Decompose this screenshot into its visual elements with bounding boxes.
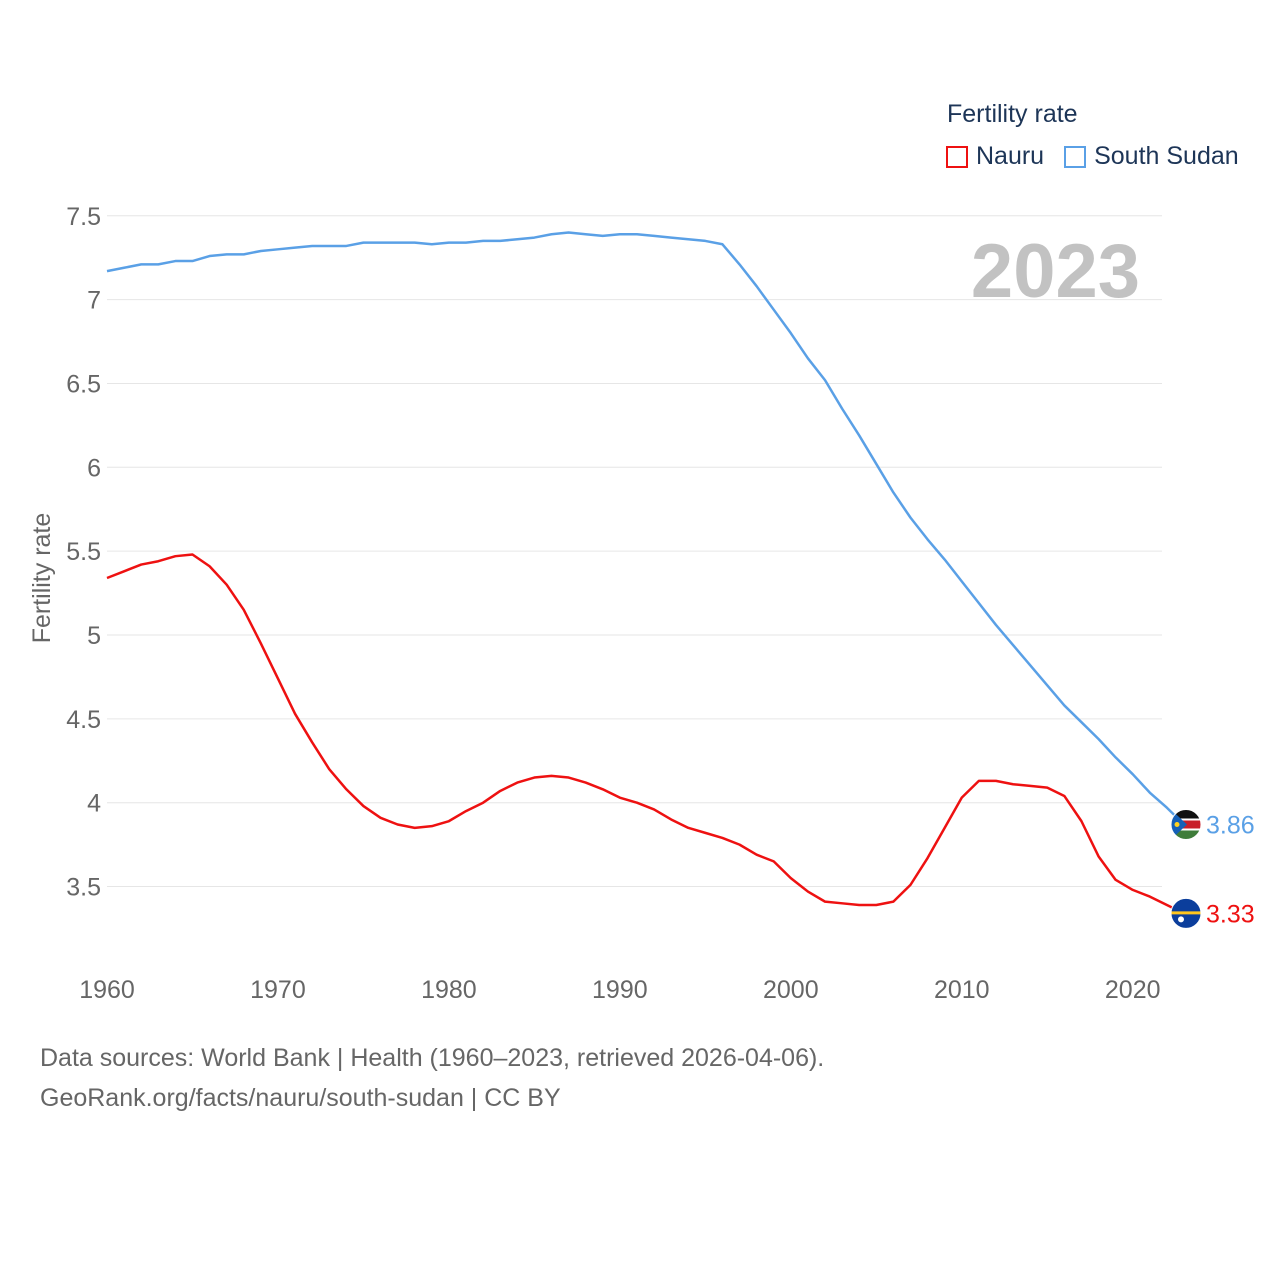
legend-item-nauru[interactable]: Nauru xyxy=(946,142,1044,171)
legend-label-nauru: Nauru xyxy=(976,142,1045,170)
x-tick-label: 1990 xyxy=(592,976,648,1004)
legend-swatch-south-sudan xyxy=(1064,145,1087,168)
footer-attribution[interactable]: GeoRank.org/facts/nauru/south-sudan | CC… xyxy=(40,1084,561,1112)
gridlines xyxy=(107,215,1162,888)
legend-label-south-sudan: South Sudan xyxy=(1094,142,1239,170)
nauru-flag xyxy=(1170,897,1202,929)
legend-item-south-sudan[interactable]: South Sudan xyxy=(1064,142,1239,171)
x-tick-label: 1960 xyxy=(79,976,135,1004)
y-tick-label: 6 xyxy=(87,454,101,482)
y-tick-label: 7 xyxy=(87,287,101,315)
x-tick-label: 2010 xyxy=(934,976,990,1004)
y-tick-label: 4 xyxy=(87,790,101,818)
x-tick-label: 1970 xyxy=(250,976,306,1004)
series-line-nauru[interactable] xyxy=(106,553,1185,915)
x-tick-label: 1980 xyxy=(421,976,477,1004)
legend-title: Fertility rate xyxy=(947,100,1078,128)
end-value-label-nauru: 3.33 xyxy=(1206,900,1255,928)
end-value-label-south-sudan: 3.86 xyxy=(1206,811,1255,839)
south-sudan-flag xyxy=(1170,808,1202,840)
y-tick-label: 5.5 xyxy=(66,538,101,566)
y-tick-label: 3.5 xyxy=(66,874,101,902)
y-tick-label: 6.5 xyxy=(66,370,101,398)
series-end-markers: 3.33 3.86 xyxy=(1170,808,1255,929)
legend: Nauru South Sudan xyxy=(946,142,1259,171)
y-tick-label: 7.5 xyxy=(66,203,101,231)
y-axis-ticks: 3.5 4 4.5 5 5.5 6 6.5 7 7.5 xyxy=(66,203,101,902)
legend-swatch-nauru xyxy=(946,145,968,168)
y-tick-label: 4.5 xyxy=(66,706,101,734)
y-tick-label: 5 xyxy=(87,622,101,650)
x-tick-label: 2020 xyxy=(1105,976,1161,1004)
y-axis-label: Fertility rate xyxy=(28,513,56,644)
x-tick-label: 2000 xyxy=(763,976,819,1004)
series-lines xyxy=(106,231,1185,915)
year-label: 2023 xyxy=(970,229,1140,314)
series-line-south-sudan[interactable] xyxy=(106,231,1185,826)
x-axis-ticks: 1960 1970 1980 1990 2000 2010 2020 xyxy=(79,976,1160,1004)
footer-sources: Data sources: World Bank | Health (1960–… xyxy=(40,1044,825,1072)
